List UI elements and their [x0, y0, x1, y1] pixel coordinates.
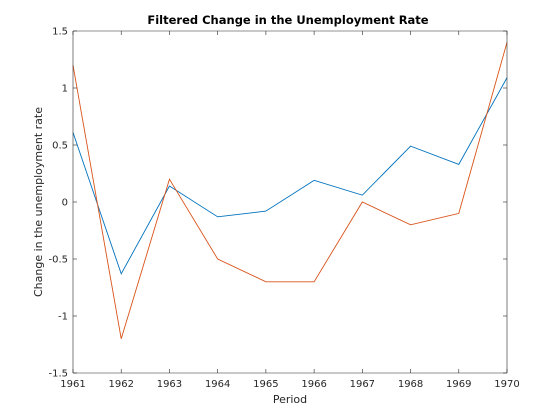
x-tick-label: 1966	[301, 379, 326, 390]
x-tick-label: 1962	[108, 379, 133, 390]
y-tick-label: -1.5	[48, 369, 68, 380]
y-tick-label: -1	[58, 312, 68, 323]
y-tick-label: 0	[62, 198, 68, 209]
x-tick-label: 1961	[60, 379, 85, 390]
y-tick-label: 1.5	[52, 27, 68, 38]
chart-title: Filtered Change in the Unemployment Rate	[147, 13, 428, 27]
x-tick-label: 1963	[157, 379, 182, 390]
x-tick-label: 1969	[446, 379, 471, 390]
y-tick-label: -0.5	[48, 255, 68, 266]
x-axis-label: Period	[273, 393, 307, 406]
y-tick-label: 1	[62, 84, 68, 95]
x-tick-label: 1965	[253, 379, 278, 390]
x-tick-label: 1970	[494, 379, 519, 390]
x-tick-label: 1968	[398, 379, 423, 390]
y-axis-label: Change in the unemployment rate	[32, 107, 45, 297]
plot-area	[73, 31, 507, 373]
series-line-2	[72, 42, 508, 339]
x-tick-label: 1967	[350, 379, 375, 390]
ticks-layer: 1961 1962 1963 1964 1965 1966 1967 1968 1969 1970…	[48, 27, 519, 391]
x-tick-label: 1964	[205, 379, 230, 390]
y-tick-label: 0.5	[52, 141, 68, 152]
series-line-1	[72, 77, 508, 275]
series-layer	[72, 42, 508, 339]
